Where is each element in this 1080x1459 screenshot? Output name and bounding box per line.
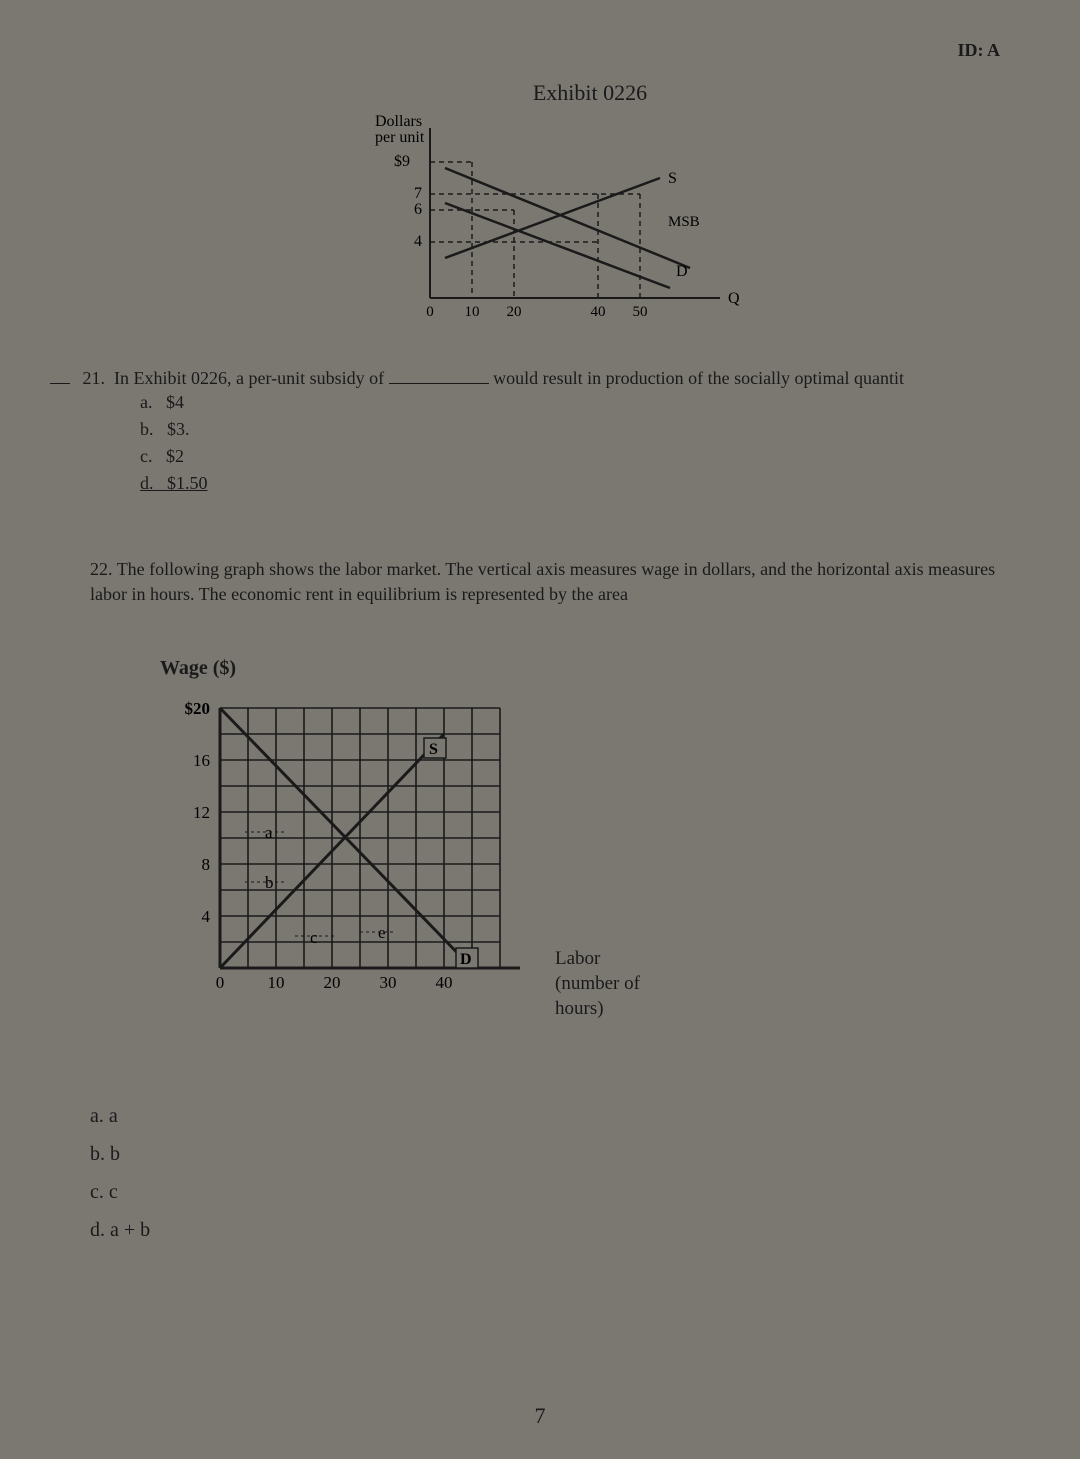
ytick-20: $20 bbox=[185, 699, 211, 718]
q22-opt-d: d. a + b bbox=[90, 1211, 1030, 1249]
ytick-16: 16 bbox=[193, 751, 210, 770]
page-id: ID: A bbox=[957, 40, 1000, 61]
q21-stem-before: In Exhibit 0226, a per-unit subsidy of bbox=[114, 368, 389, 388]
xtick-10: 10 bbox=[465, 304, 480, 320]
msb-label: MSB bbox=[668, 214, 700, 230]
q22-options: a. a b. b c. c d. a + b bbox=[90, 1097, 1030, 1249]
xtick-40: 40 bbox=[591, 304, 606, 320]
q22-chart: Wage ($) bbox=[160, 657, 660, 1017]
ytick-4: 4 bbox=[414, 233, 422, 250]
exhibit-block: Exhibit 0226 $9 7 6 4 Dollars per unit 0… bbox=[350, 80, 830, 338]
q21-options: a. $4 b. $3. c. $2 d. $1.50 bbox=[140, 389, 1030, 497]
d-label: D bbox=[676, 263, 688, 280]
ytick-7: 7 bbox=[414, 185, 422, 202]
ytick-12: 12 bbox=[193, 803, 210, 822]
exhibit-title: Exhibit 0226 bbox=[350, 80, 830, 106]
s-label: S bbox=[429, 741, 438, 758]
q21-opt-b: b. $3. bbox=[140, 416, 1030, 443]
q22-number: 22. bbox=[90, 559, 113, 579]
xtick-0: 0 bbox=[216, 973, 225, 992]
q21-stem-after: would result in production of the social… bbox=[493, 368, 904, 388]
ylabel1: Dollars bbox=[375, 113, 422, 130]
q21-blank bbox=[389, 383, 489, 384]
d-label: D bbox=[460, 951, 472, 968]
ytick-6: 6 bbox=[414, 201, 422, 218]
q-label: Q bbox=[728, 290, 740, 307]
q22-opt-c: c. c bbox=[90, 1173, 1030, 1211]
q22-ylabel: Wage ($) bbox=[160, 657, 660, 680]
s-label: S bbox=[668, 170, 677, 187]
xtick-10: 10 bbox=[268, 973, 285, 992]
ytick-8: 8 bbox=[202, 855, 211, 874]
ytick-4: 4 bbox=[202, 907, 211, 926]
q21-opt-a: a. $4 bbox=[140, 389, 1030, 416]
ylabel2: per unit bbox=[375, 129, 425, 146]
xtick-50: 50 bbox=[633, 304, 648, 320]
q22-opt-b: b. b bbox=[90, 1135, 1030, 1173]
exhibit-chart: $9 7 6 4 Dollars per unit 0 10 20 40 50 … bbox=[350, 108, 770, 338]
page-number: 7 bbox=[535, 1403, 546, 1429]
region-c: c bbox=[310, 928, 318, 947]
q22-xlabel-l1: Labor (number of bbox=[555, 947, 660, 996]
xtick-30: 30 bbox=[380, 973, 397, 992]
q21-opt-d: d. $1.50 bbox=[140, 470, 1030, 497]
q21-stem: 21. In Exhibit 0226, a per-unit subsidy … bbox=[50, 368, 1030, 389]
q21-opt-c: c. $2 bbox=[140, 443, 1030, 470]
ytick-9: $9 bbox=[394, 153, 410, 170]
q22-stem: 22. The following graph shows the labor … bbox=[90, 557, 1030, 607]
xtick-0: 0 bbox=[426, 304, 434, 320]
q22-xlabel: Labor (number of hours) bbox=[555, 947, 660, 1021]
q21-number: 21. bbox=[83, 368, 106, 388]
xtick-40: 40 bbox=[436, 973, 453, 992]
q22-opt-a: a. a bbox=[90, 1097, 1030, 1135]
question-21: 21. In Exhibit 0226, a per-unit subsidy … bbox=[50, 368, 1030, 497]
q22-stem-text: The following graph shows the labor mark… bbox=[90, 559, 995, 604]
q22-xlabel-l2: hours) bbox=[555, 997, 660, 1022]
xtick-20: 20 bbox=[507, 304, 522, 320]
xtick-20: 20 bbox=[324, 973, 341, 992]
